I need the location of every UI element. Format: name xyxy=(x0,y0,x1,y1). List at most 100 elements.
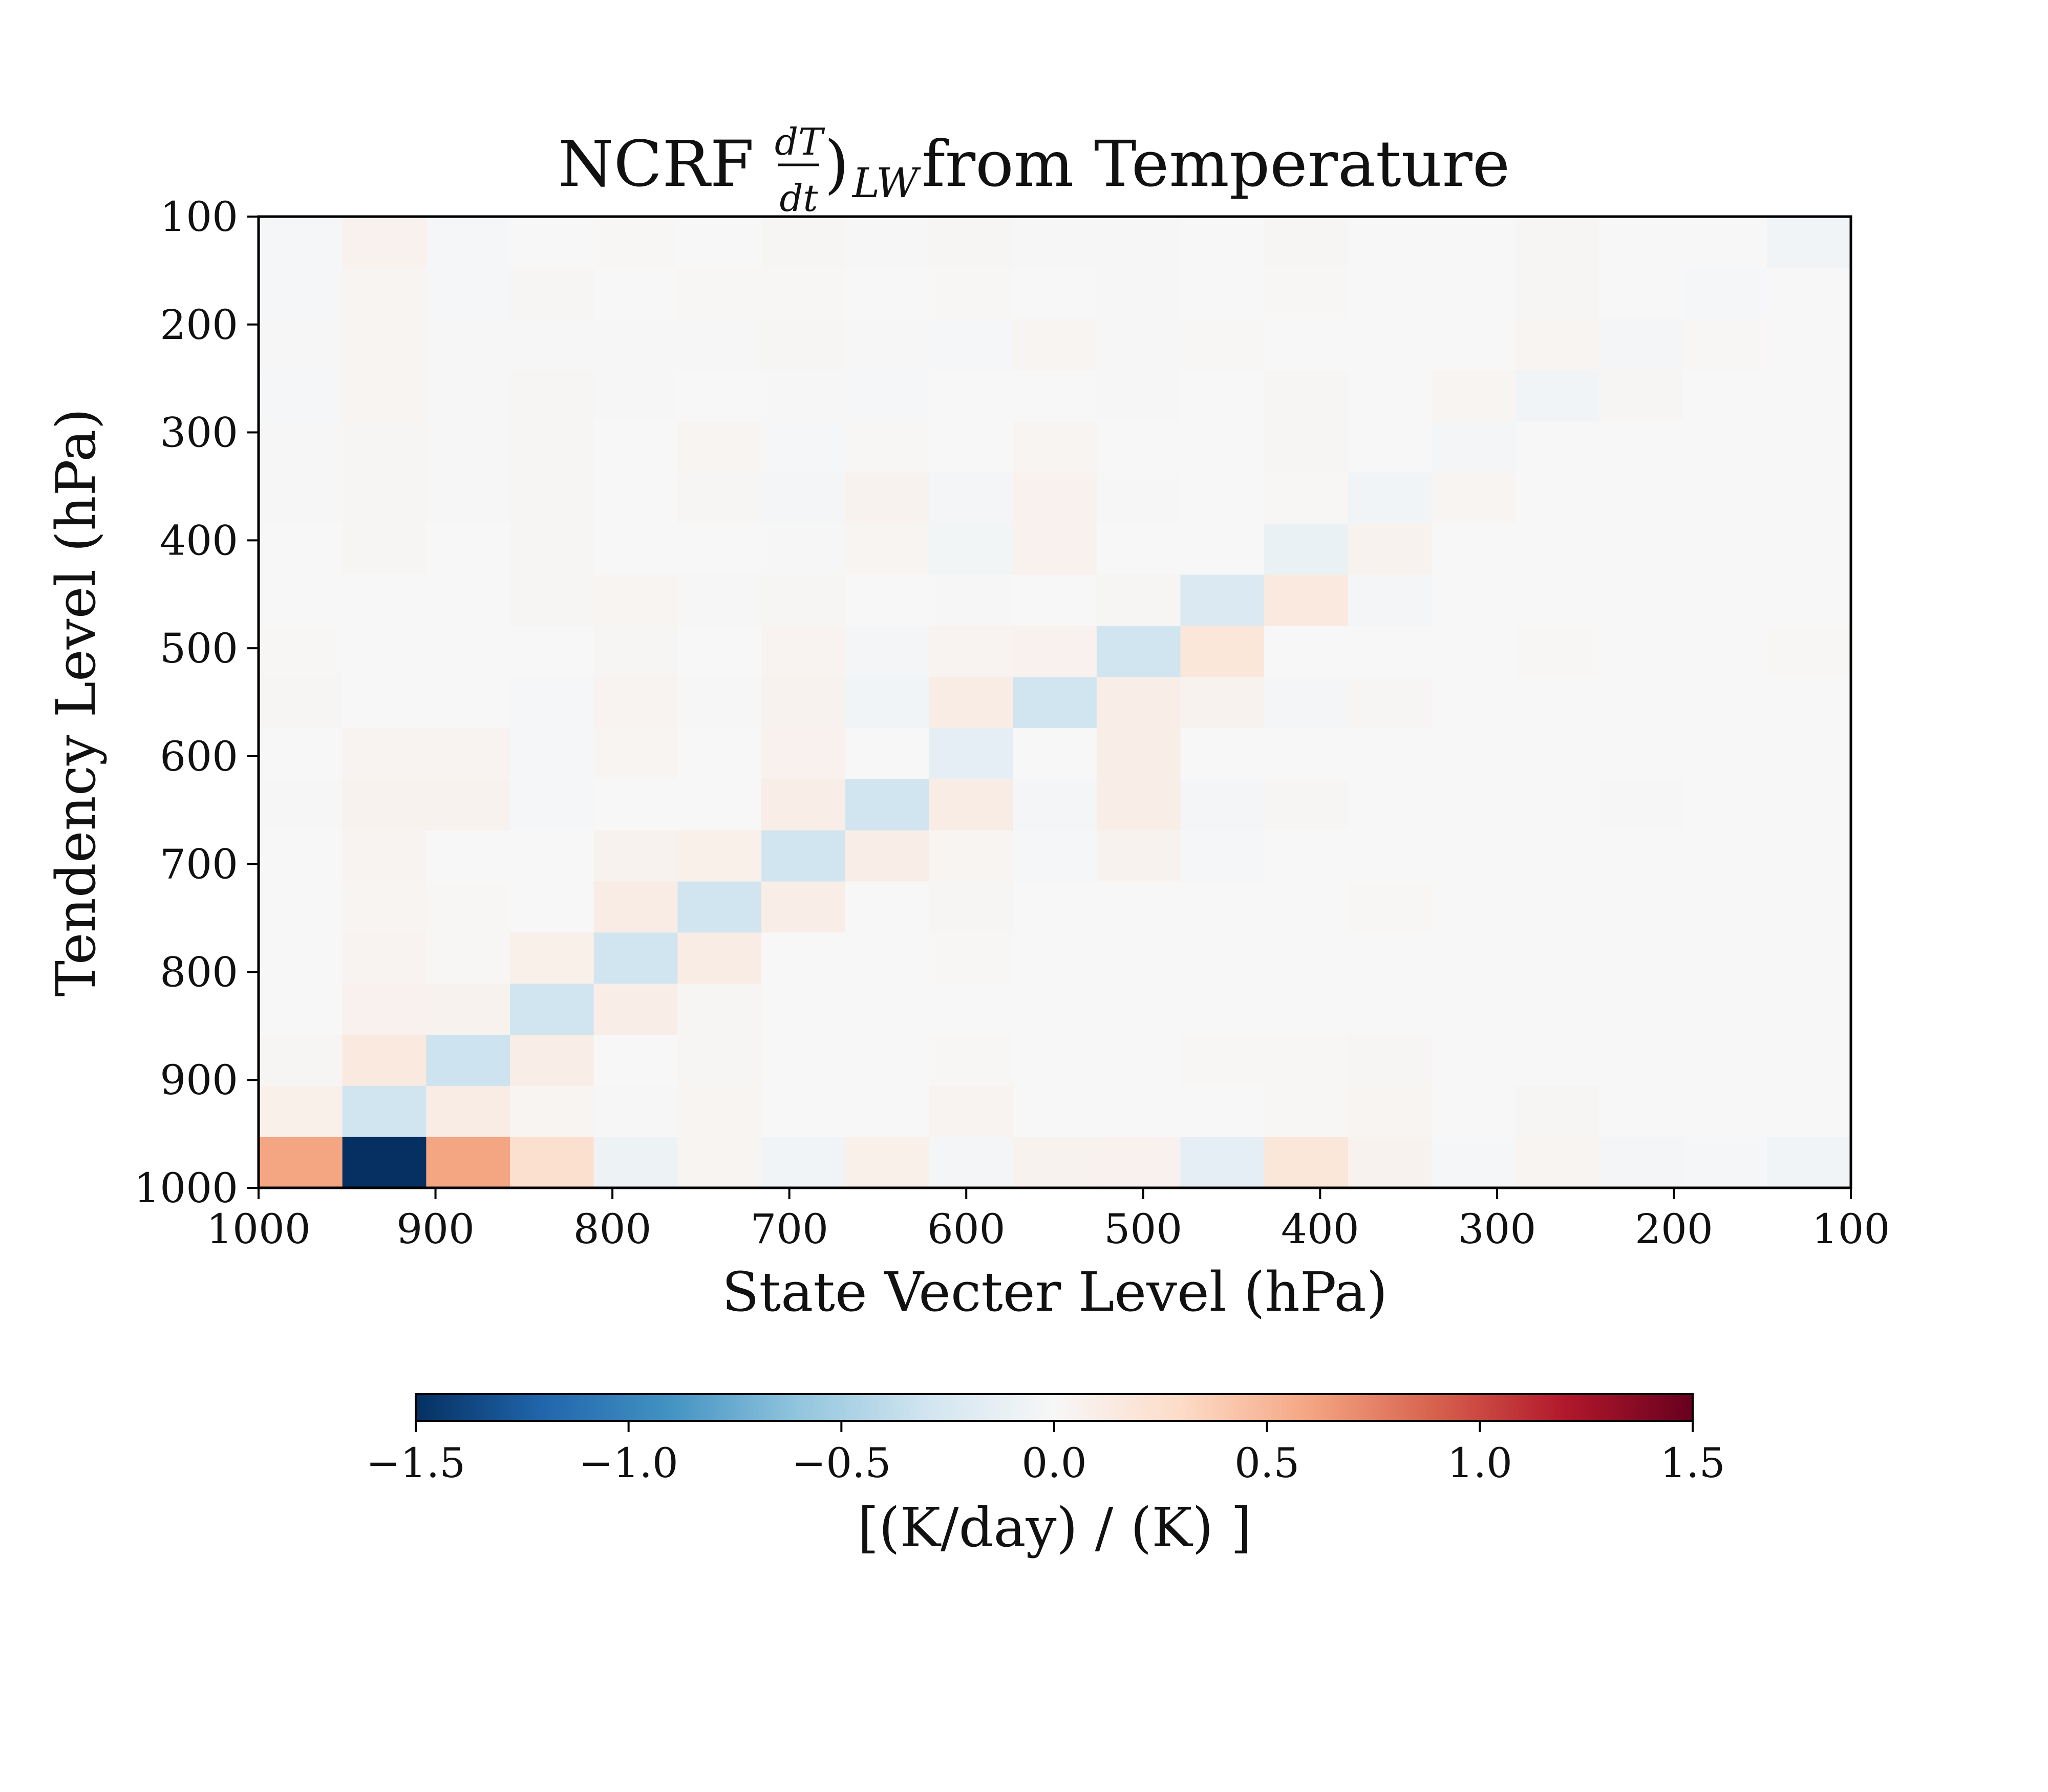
heatmap-cell xyxy=(845,421,930,473)
heatmap-cell xyxy=(1767,1137,1851,1188)
heatmap-cell xyxy=(1432,421,1516,473)
heatmap-cell xyxy=(342,574,426,626)
heatmap-cell xyxy=(761,1137,846,1188)
heatmap-cell xyxy=(1516,370,1600,421)
colorbar-label: [(K/day) / (K) ] xyxy=(858,1496,1252,1559)
heatmap-cell xyxy=(677,318,762,371)
heatmap-cell xyxy=(1599,779,1684,830)
heatmap-cell xyxy=(1599,217,1684,268)
heatmap-cell xyxy=(426,1137,510,1188)
heatmap-cell xyxy=(677,983,762,1035)
heatmap-cell xyxy=(929,421,1013,473)
heatmap-cell xyxy=(510,625,594,677)
heatmap-cell xyxy=(1348,1085,1433,1137)
y-axis-ticks: 100 200 300 400 500 600 700 800 900 1000 xyxy=(134,193,259,1212)
heatmap-cell xyxy=(1348,932,1433,984)
heatmap-cell xyxy=(929,779,1013,830)
heatmap-cell xyxy=(1516,421,1600,473)
heatmap-cell xyxy=(1013,676,1097,729)
title-suffix: from Temperature xyxy=(922,127,1510,201)
heatmap-cell xyxy=(1096,318,1181,371)
heatmap-cell xyxy=(593,779,678,830)
heatmap-cell xyxy=(845,676,930,729)
heatmap-cell xyxy=(1516,217,1600,268)
heatmap-cell xyxy=(761,625,846,677)
heatmap-cell xyxy=(1599,1137,1684,1188)
heatmap-cell xyxy=(1683,523,1767,575)
heatmap-cell xyxy=(1180,728,1265,779)
heatmap-cell xyxy=(845,830,930,882)
heatmap-cell xyxy=(593,318,678,371)
heatmap-cell xyxy=(1599,370,1684,421)
heatmap-cell xyxy=(761,932,846,984)
heatmap-cell xyxy=(1264,932,1349,984)
heatmap-cell xyxy=(1264,472,1349,524)
heatmap-cell xyxy=(510,267,594,319)
y-tick-label: 800 xyxy=(160,948,238,996)
heatmap-cell xyxy=(342,1137,426,1188)
heatmap-cell xyxy=(342,779,426,830)
heatmap-cell xyxy=(1767,574,1851,626)
heatmap-cell xyxy=(342,625,426,677)
heatmap-cell xyxy=(593,676,678,729)
heatmap-cell xyxy=(259,1085,343,1137)
heatmap-cell xyxy=(510,574,594,626)
heatmap-cell xyxy=(342,267,426,319)
heatmap-cell xyxy=(510,1137,594,1188)
x-tick-label: 900 xyxy=(396,1205,475,1253)
heatmap-cell xyxy=(1432,217,1516,268)
heatmap-cell xyxy=(929,881,1013,933)
heatmap-cell xyxy=(1180,983,1265,1035)
heatmap-cell xyxy=(929,983,1013,1035)
colorbar-tick-label: 1.5 xyxy=(1660,1439,1725,1487)
heatmap-cell xyxy=(593,728,678,779)
heatmap-cell xyxy=(259,728,343,779)
heatmap-cell xyxy=(426,983,510,1035)
heatmap-cell xyxy=(1432,728,1516,779)
x-tick-label: 300 xyxy=(1458,1205,1537,1253)
heatmap-cell xyxy=(342,472,426,524)
heatmap-cell xyxy=(1683,625,1767,677)
heatmap-cell xyxy=(426,472,510,524)
heatmap-cell xyxy=(1013,830,1097,882)
x-axis-label: State Vecter Level (hPa) xyxy=(722,1261,1388,1324)
heatmap-cell xyxy=(1599,983,1684,1035)
heatmap-cell xyxy=(761,574,846,626)
heatmap-cell xyxy=(1348,574,1433,626)
heatmap-cell xyxy=(426,932,510,984)
heatmap-cell xyxy=(1096,1034,1181,1086)
heatmap-cell xyxy=(1599,421,1684,473)
heatmap-cell xyxy=(510,370,594,421)
heatmap-cell xyxy=(761,523,846,575)
heatmap-cell xyxy=(1013,523,1097,575)
heatmap-cell xyxy=(1013,421,1097,473)
heatmap-cell xyxy=(259,318,343,371)
heatmap-cell xyxy=(259,217,343,268)
heatmap-cell xyxy=(1683,728,1767,779)
heatmap-cell xyxy=(1599,932,1684,984)
heatmap-cell xyxy=(1096,267,1181,319)
heatmap-cell xyxy=(677,421,762,473)
title-prefix: NCRF xyxy=(558,127,754,201)
heatmap-cell xyxy=(1767,472,1851,524)
heatmap-cell xyxy=(1096,523,1181,575)
x-tick-label: 700 xyxy=(750,1205,828,1253)
heatmap-cell xyxy=(1767,676,1851,729)
heatmap-cell xyxy=(1096,932,1181,984)
heatmap-cell xyxy=(1264,728,1349,779)
heatmap-cell xyxy=(1013,217,1097,268)
heatmap-cell xyxy=(929,1034,1013,1086)
heatmap-cell xyxy=(1180,881,1265,933)
heatmap-cell xyxy=(426,728,510,779)
heatmap-cell xyxy=(1096,983,1181,1035)
heatmap-cell xyxy=(1683,1034,1767,1086)
heatmap-cell xyxy=(929,523,1013,575)
heatmap-cell xyxy=(1767,728,1851,779)
heatmap-cell xyxy=(1348,830,1433,882)
heatmap-cell xyxy=(1180,625,1265,677)
heatmap-cell xyxy=(761,421,846,473)
heatmap-cell xyxy=(1180,217,1265,268)
heatmap-cell xyxy=(1264,676,1349,729)
heatmap-cell xyxy=(1683,574,1767,626)
heatmap-cell xyxy=(259,779,343,830)
